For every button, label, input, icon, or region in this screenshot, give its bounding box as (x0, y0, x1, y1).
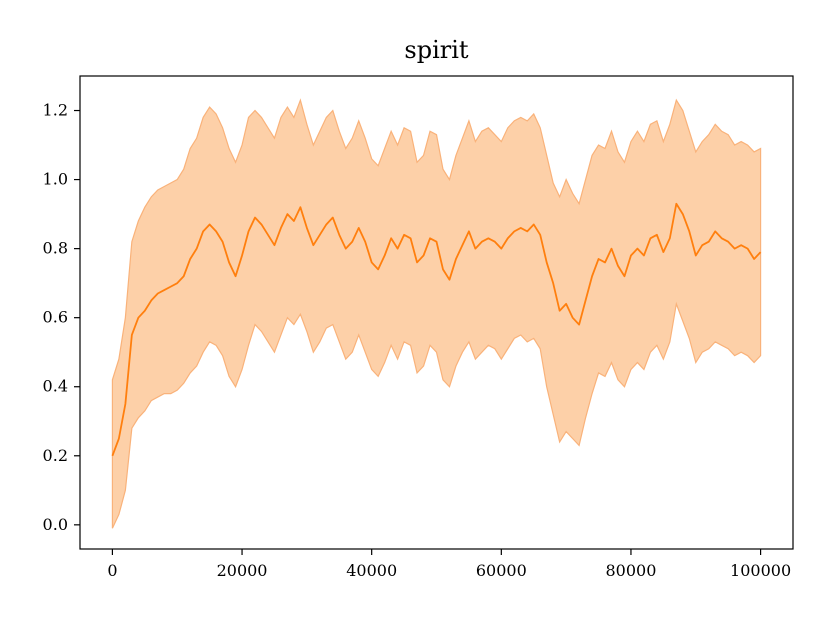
chart-title: spirit (404, 36, 469, 64)
x-tick-label: 60000 (476, 561, 527, 580)
series-line (111, 202, 762, 457)
confidence-band (111, 98, 762, 529)
y-axis: 0.0 0.2 0.4 0.6 0.8 1.0 1.2 (43, 101, 80, 534)
x-tick-label: 20000 (217, 561, 268, 580)
y-tick-label: 0.8 (43, 239, 68, 258)
y-tick-label: 0.4 (43, 377, 68, 396)
y-tick-label: 1.2 (43, 101, 68, 120)
y-tick-label: 0.6 (43, 308, 68, 327)
y-tick-label: 1.0 (43, 170, 68, 189)
x-tick-label: 100000 (730, 561, 791, 580)
x-axis: 0 20000 40000 60000 80000 100000 (107, 549, 791, 580)
x-tick-label: 80000 (606, 561, 657, 580)
x-tick-label: 0 (107, 561, 117, 580)
axes-frame (79, 75, 794, 550)
y-tick-label: 0.2 (43, 446, 68, 465)
y-tick-label: 0.0 (43, 515, 68, 534)
x-tick-label: 40000 (346, 561, 397, 580)
plot-area (111, 98, 762, 529)
